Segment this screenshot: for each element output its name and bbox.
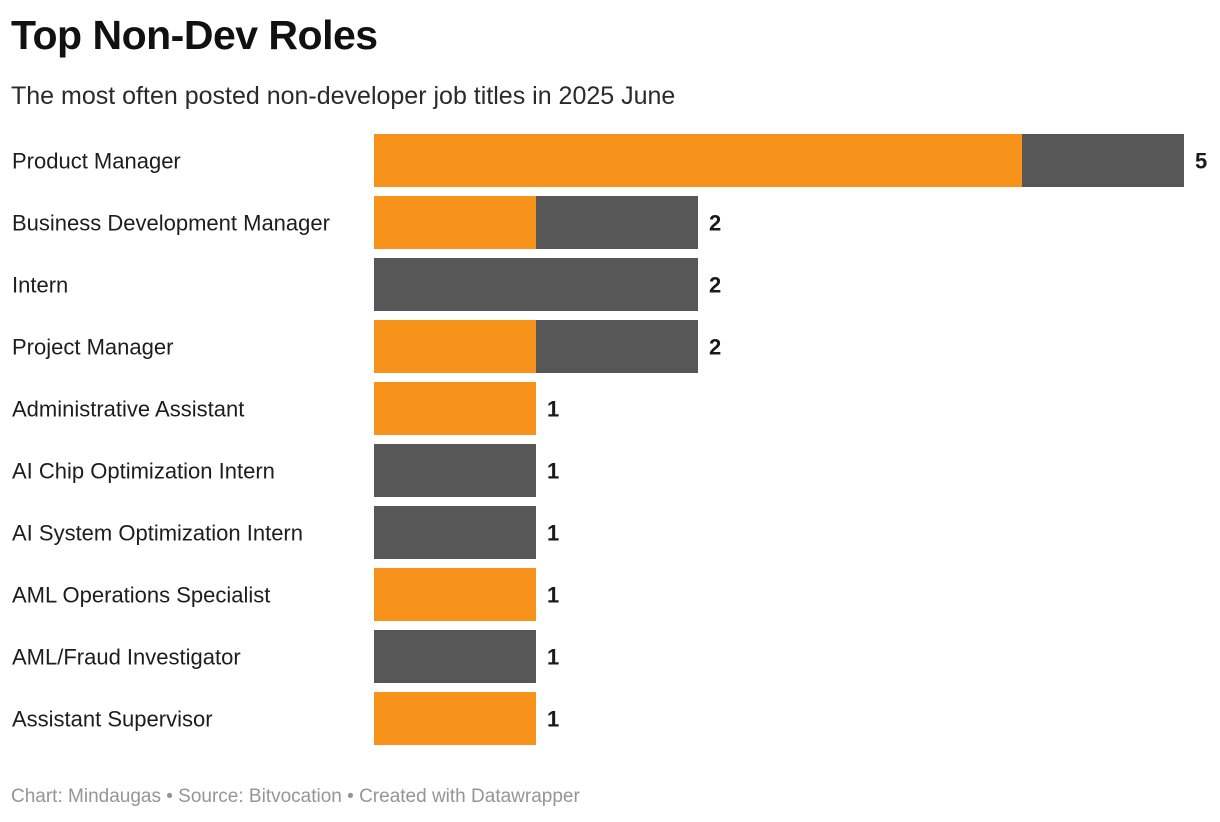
bar-segment-orange (374, 320, 536, 373)
category-label: Project Manager (12, 335, 173, 360)
category-label: AML/Fraud Investigator (12, 645, 241, 670)
category-label: Intern (12, 273, 68, 298)
bar-segment-orange (374, 382, 536, 435)
bar-row: Product Manager 5 (12, 134, 1207, 187)
value-label: 1 (547, 707, 559, 732)
bar-row: AML Operations Specialist 1 (12, 568, 559, 621)
chart-title: Top Non-Dev Roles (11, 12, 378, 58)
value-label: 1 (547, 459, 559, 484)
value-label: 1 (547, 583, 559, 608)
bar-row: AI Chip Optimization Intern 1 (12, 444, 559, 497)
bar-row: Business Development Manager 2 (12, 196, 721, 249)
bar-chart: Product Manager 5 Business Development Man… (12, 134, 1207, 745)
bar-segment-orange (374, 692, 536, 745)
bar-segment-orange (374, 568, 536, 621)
bar-segment-orange (374, 134, 1022, 187)
bar-segment-orange (374, 196, 536, 249)
value-label: 2 (709, 273, 721, 298)
bar-segment-grey (374, 444, 536, 497)
bar-row: AML/Fraud Investigator 1 (12, 630, 559, 683)
bar-segment-grey (374, 630, 536, 683)
bar-row: Project Manager 2 (12, 320, 721, 373)
category-label: Assistant Supervisor (12, 707, 213, 732)
value-label: 2 (709, 211, 721, 236)
chart-subtitle: The most often posted non-developer job … (11, 82, 676, 110)
bar-row: AI System Optimization Intern 1 (12, 506, 559, 559)
category-label: Business Development Manager (12, 211, 330, 236)
category-label: Administrative Assistant (12, 397, 244, 422)
value-label: 1 (547, 397, 559, 422)
value-label: 1 (547, 521, 559, 546)
bar-row: Assistant Supervisor 1 (12, 692, 559, 745)
bar-segment-grey (1022, 134, 1184, 187)
value-label: 5 (1195, 149, 1207, 174)
bar-segment-grey (536, 320, 698, 373)
category-label: AML Operations Specialist (12, 583, 270, 608)
bar-row: Intern 2 (12, 258, 721, 311)
bar-segment-grey (374, 258, 698, 311)
chart-footer: Chart: Mindaugas • Source: Bitvocation •… (11, 786, 580, 807)
bar-row: Administrative Assistant 1 (12, 382, 559, 435)
category-label: Product Manager (12, 149, 181, 174)
category-label: AI System Optimization Intern (12, 521, 303, 546)
value-label: 2 (709, 335, 721, 360)
bar-segment-grey (536, 196, 698, 249)
category-label: AI Chip Optimization Intern (12, 459, 275, 484)
bar-segment-grey (374, 506, 536, 559)
value-label: 1 (547, 645, 559, 670)
